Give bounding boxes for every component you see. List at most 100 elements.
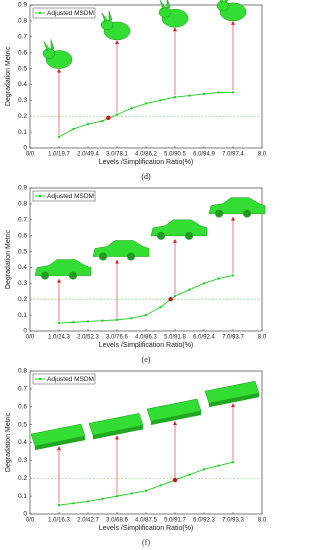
highlight-point <box>106 115 111 121</box>
series-marker <box>101 319 104 322</box>
y-tick-label: 0.3 <box>18 280 27 287</box>
y-tick-label: 0.9 <box>18 2 27 9</box>
car-model <box>34 259 92 276</box>
x-tick-label: 4.0/86.2 <box>135 152 157 158</box>
x-tick-label: 2.0/49.4 <box>77 152 99 158</box>
x-tick-label: 5.0/91.7 <box>164 518 186 524</box>
x-tick-label: 6.0/92.3 <box>193 518 215 524</box>
series-marker <box>130 492 133 495</box>
bunny-model <box>43 39 55 52</box>
chart-panel: 0 0.1 0.2 0.3 0.4 0.5 0.6 0.7 0.8 0/0 1.0/16.3 2.0/… <box>5 368 267 547</box>
series-marker <box>231 274 235 277</box>
y-tick-label: 0.5 <box>18 248 27 255</box>
arrow-head <box>115 435 119 440</box>
series-marker <box>86 320 90 323</box>
y-tick-label: 0.4 <box>18 439 27 446</box>
y-tick-label: 0.7 <box>18 33 27 40</box>
x-tick-label: 6.0/94.9 <box>193 152 215 158</box>
y-tick-label: 0.5 <box>18 65 27 72</box>
y-tick-label: 0.1 <box>18 493 27 500</box>
x-tick-label: 2.0/42.7 <box>77 518 99 524</box>
arrow-head <box>57 278 61 283</box>
arrow-head <box>231 20 235 25</box>
caption: (f) <box>142 538 150 547</box>
series-marker <box>72 502 75 505</box>
series-marker <box>86 122 90 126</box>
car-model <box>99 252 107 261</box>
y-tick-label: 0 <box>23 511 27 518</box>
x-tick-label: 2.0/52.3 <box>77 335 99 341</box>
arrow-head <box>173 27 177 32</box>
y-tick-label: 0.4 <box>18 81 27 88</box>
caption: (e) <box>142 355 151 364</box>
plot-frame <box>29 4 263 149</box>
legend-marker <box>38 11 42 15</box>
bunny-model <box>159 0 171 10</box>
y-tick-label: 0.3 <box>18 457 27 464</box>
series-marker <box>173 294 177 298</box>
x-axis-title: Levels /Simplification Ratio(%) <box>99 525 194 532</box>
arrow-head <box>173 238 177 243</box>
series-marker <box>101 119 104 123</box>
series-marker <box>72 127 75 131</box>
x-tick-label: 7.0/97.4 <box>222 152 244 158</box>
series-marker <box>115 113 119 116</box>
series-marker <box>57 321 61 325</box>
series-marker <box>159 484 162 487</box>
series-marker <box>57 503 61 507</box>
series-marker <box>188 94 191 97</box>
y-tick-label: 0.2 <box>18 475 27 482</box>
y-tick-label: 0.3 <box>18 97 27 104</box>
series-marker <box>231 91 235 94</box>
car-model <box>69 271 77 280</box>
x-tick-label: 1.0/19.7 <box>48 152 70 158</box>
y-tick-label: 0.7 <box>18 216 27 223</box>
arrow-head <box>231 216 235 221</box>
car-model <box>127 252 135 261</box>
series-marker <box>217 464 220 467</box>
x-tick-label: 1.0/24.3 <box>48 335 70 341</box>
car-model <box>185 231 193 240</box>
legend-marker <box>38 194 42 198</box>
x-tick-label: 0/0 <box>26 152 35 158</box>
x-axis-title: Levels /Simplification Ratio(%) <box>99 342 194 349</box>
series-marker <box>115 318 119 322</box>
truck-model <box>151 411 201 426</box>
x-tick-label: 6.0/92.4 <box>193 335 215 341</box>
highlight-point <box>172 477 178 483</box>
y-tick-label: 0.7 <box>18 386 27 393</box>
series-marker <box>217 91 220 94</box>
x-tick-label: 3.0/76.6 <box>106 335 128 341</box>
x-tick-label: 0/0 <box>26 518 35 524</box>
legend-box <box>32 7 96 19</box>
legend-label: Adjusted MSDM <box>47 10 94 17</box>
bunny-model <box>216 0 230 12</box>
car-model <box>150 219 208 237</box>
y-tick-label: 0 <box>23 145 27 152</box>
series-marker <box>173 95 177 99</box>
truck-model <box>209 393 259 408</box>
y-tick-label: 0.6 <box>18 403 27 410</box>
x-tick-label: 8.0 <box>258 152 267 158</box>
bunny-model <box>101 10 113 23</box>
truck-model <box>35 436 85 451</box>
y-tick-label: 0.8 <box>18 368 27 375</box>
y-tick-label: 0.8 <box>18 18 27 25</box>
car-model <box>92 240 150 257</box>
series-marker <box>202 282 206 285</box>
car-model <box>215 209 223 218</box>
series-line <box>58 461 234 506</box>
y-tick-label: 0.2 <box>18 113 27 120</box>
x-tick-label: 5.0/91.8 <box>164 335 186 341</box>
car-model <box>243 209 251 218</box>
series-marker <box>115 494 119 498</box>
arrow-head <box>57 446 61 451</box>
x-tick-label: 8.0 <box>258 518 267 524</box>
y-tick-label: 0.4 <box>18 264 27 271</box>
y-tick-label: 0.5 <box>18 421 27 428</box>
series-marker <box>188 288 191 291</box>
legend-label: Adjusted MSDM <box>47 193 94 200</box>
series-marker <box>144 489 148 492</box>
x-tick-label: 8.0 <box>258 335 267 341</box>
series-marker <box>86 500 90 503</box>
